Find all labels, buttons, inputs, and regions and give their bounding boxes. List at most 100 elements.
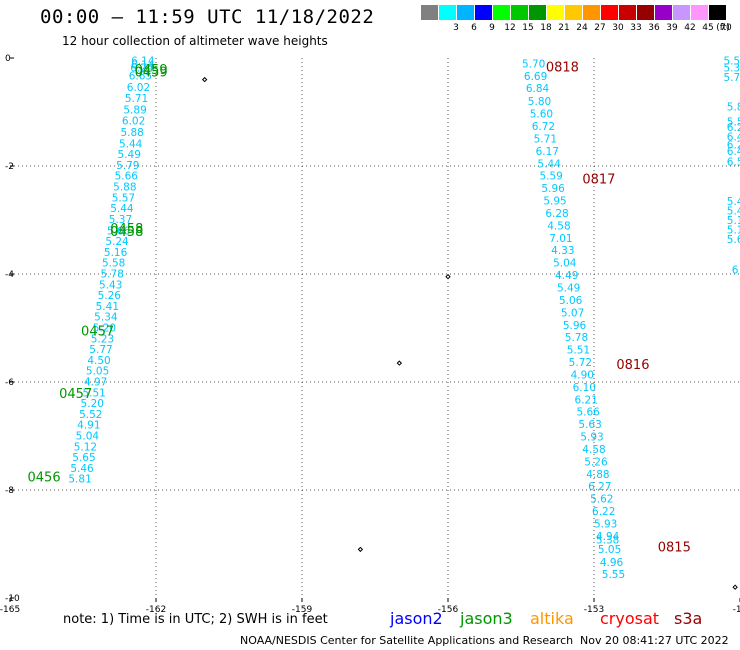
satellite-s3a: s3a <box>674 609 703 628</box>
wave-height-value: 5.96 <box>541 183 565 195</box>
wave-height-value: 5.59 <box>539 171 562 183</box>
wave-height-value: 5.52 <box>79 409 102 421</box>
wave-height-value: 5.49 <box>557 283 580 295</box>
land-mark <box>396 360 403 366</box>
time-label: 0815 <box>658 541 691 556</box>
legend-swatch <box>565 5 582 20</box>
wave-height-value: 7.01 <box>549 233 572 245</box>
wave-height-value: 5.78 <box>565 332 588 344</box>
legend-label: 3 <box>453 23 459 33</box>
wave-height-value: 5.93 <box>594 518 617 530</box>
wave-height-value: 5.70 <box>522 58 545 70</box>
wave-height-value: 6 <box>732 265 739 277</box>
wave-height-value: 5.93 <box>580 432 603 444</box>
wave-height-value: 5.23 <box>91 333 114 345</box>
wave-height-value: 5.34 <box>94 312 118 324</box>
wave-height-value: 6.02 <box>122 116 145 128</box>
page-title: 00:00 – 11:59 UTC 11/18/2022 <box>40 6 375 28</box>
wave-height-value: 5.1 <box>727 225 740 237</box>
time-label: 0818 <box>546 61 579 76</box>
x-tick-label: -159 <box>292 605 313 615</box>
time-label: 0458 <box>110 222 143 237</box>
wave-height-value: 6.14 <box>131 56 155 68</box>
wave-height-value: 5.1 <box>727 215 740 227</box>
legend-label: 39 <box>666 23 678 33</box>
time-label: 0459 <box>135 66 168 81</box>
wave-height-value: 5.34 <box>723 63 740 75</box>
x-tick-label: -156 <box>438 605 459 615</box>
legend-label: 30 <box>612 23 624 33</box>
wave-height-value: 5.04 <box>76 430 100 442</box>
time-label: 0458 <box>110 225 143 240</box>
legend-swatch <box>601 5 618 20</box>
wave-height-value: 4.91 <box>77 420 100 432</box>
y-tick-label: -8 <box>5 486 14 496</box>
wave-height-value: 4.33 <box>551 245 574 257</box>
wave-height-value: 5.58 <box>102 258 125 270</box>
legend-swatch <box>421 5 438 20</box>
legend-swatch <box>655 5 672 20</box>
wave-height-value: 6.10 <box>573 382 596 394</box>
wave-height-value: 6.02 <box>127 82 150 94</box>
wave-height-value: 5.24 <box>105 236 129 248</box>
time-label: 0457 <box>59 387 92 402</box>
wave-height-value: 5.12 <box>74 441 97 453</box>
wave-height-value: 5.46 <box>70 463 94 475</box>
satellite-jason3: jason3 <box>460 609 513 628</box>
wave-height-value: 5.71 <box>125 93 148 105</box>
legend-label: 36 <box>648 23 660 33</box>
wave-height-value: 5.20 <box>81 398 104 410</box>
legend-swatch <box>475 5 492 20</box>
x-tick-label: -153 <box>584 605 604 615</box>
wave-height-value: 6.22 <box>592 506 615 518</box>
wave-height-value: 6.27 <box>588 481 611 493</box>
wave-height-value: 5.88 <box>120 127 143 139</box>
time-label: 0817 <box>582 172 615 187</box>
wave-height-value: 6.14 <box>131 59 155 71</box>
legend-swatch <box>493 5 510 20</box>
wave-height-value: 5.78 <box>101 268 124 280</box>
x-tick-label: -15 <box>733 605 740 615</box>
wave-height-value: 5.54 <box>723 56 740 68</box>
wave-height-value: 5.55 <box>602 569 625 581</box>
wave-height-value: 5.44 <box>538 158 562 170</box>
wave-height-value: 6.24 <box>130 63 154 75</box>
footer-note: note: 1) Time is in UTC; 2) SWH is in fe… <box>63 612 328 627</box>
wave-height-value: 5.71 <box>534 133 557 145</box>
wave-height-value: 5.05 <box>598 544 621 556</box>
y-tick-label: -2 <box>5 162 14 172</box>
wave-height-value: 6.2 <box>727 139 740 151</box>
wave-height-value: 4.96 <box>600 557 624 569</box>
wave-height-value: 5.74 <box>723 72 740 84</box>
legend-swatch <box>583 5 600 20</box>
y-tick-label: -4 <box>5 270 14 280</box>
legend-label: 27 <box>594 23 606 33</box>
wave-height-value: 5.06 <box>559 295 583 307</box>
wave-height-value: 6.69 <box>524 71 547 83</box>
time-label: 0456 <box>28 471 61 486</box>
satellite-cryosat: cryosat <box>600 609 660 628</box>
wave-height-value: 5.4 <box>727 196 740 208</box>
wave-height-value: 5.44 <box>110 203 134 215</box>
footer-timestamp: Nov 20 08:41:27 UTC 2022 <box>580 634 729 647</box>
wave-height-value: 5.41 <box>96 301 119 313</box>
wave-height-value: 5.66 <box>576 407 600 419</box>
satellite-altika: altika <box>530 609 574 628</box>
legend-swatch <box>619 5 636 20</box>
land-mark <box>357 546 364 553</box>
wave-height-value: 5.80 <box>528 96 551 108</box>
wave-height-value: 5.88 <box>113 182 136 194</box>
legend-label: 42 <box>684 23 696 33</box>
wave-height-value: 5.57 <box>112 192 135 204</box>
wave-height-value: 5.72 <box>569 357 592 369</box>
wave-height-value: 5.43 <box>99 279 122 291</box>
legend-label: 33 <box>630 23 642 33</box>
legend-label: 24 <box>576 23 588 33</box>
wave-height-value: 4.97 <box>84 376 107 388</box>
wave-height-value: 6.65 <box>129 70 152 82</box>
wave-height-value: 5.05 <box>86 366 109 378</box>
wave-height-value: 6.5 <box>727 157 740 169</box>
wave-height-value: 5.44 <box>119 138 143 150</box>
wave-height-value: 4.88 <box>586 469 609 481</box>
legend-swatch <box>691 5 708 20</box>
